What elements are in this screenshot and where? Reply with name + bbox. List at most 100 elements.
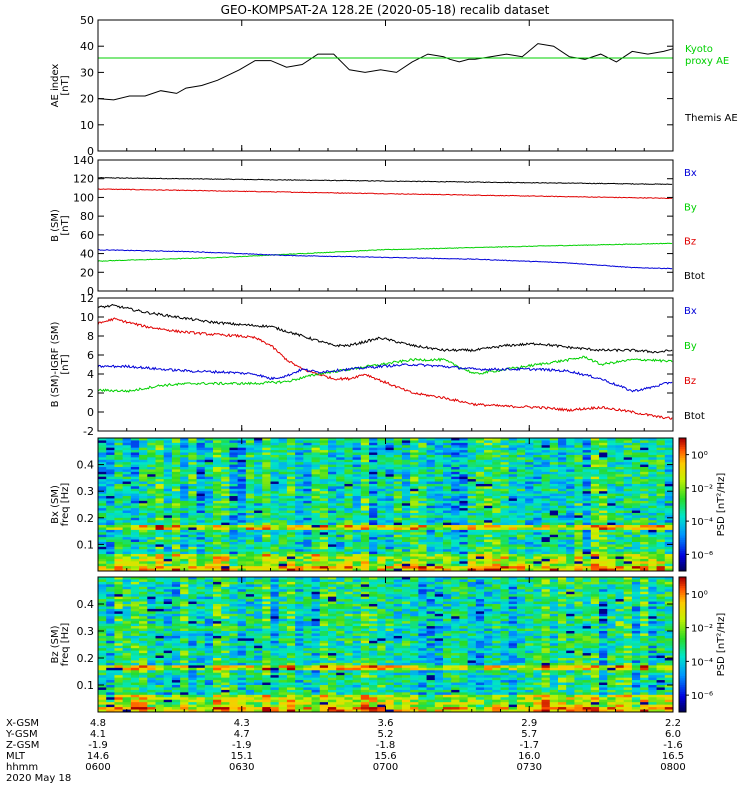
spectrogram-cell [213, 599, 222, 602]
spectrogram-cell [451, 517, 460, 521]
spectrogram-cell [640, 510, 649, 514]
spectrogram-cell [369, 491, 378, 495]
spectrogram-cell [196, 539, 206, 543]
spectrogram-cell [122, 606, 132, 610]
spectrogram-cell [492, 515, 501, 519]
spectrogram-cell [114, 558, 124, 562]
spectrogram-cell [393, 442, 403, 446]
spectrogram-cell [114, 680, 124, 683]
spectrogram-cell [155, 643, 165, 647]
spectrogram-cell [631, 500, 641, 504]
spectrogram-cell [344, 568, 354, 572]
spectrogram-cell [171, 510, 181, 514]
spectrogram-cell [484, 503, 493, 507]
spectrogram-cell [139, 491, 148, 495]
spectrogram-cell [574, 498, 584, 502]
spectrogram-cell [122, 447, 132, 451]
spectrogram-cell [311, 522, 321, 526]
spectrogram-cell [196, 628, 206, 632]
spectrogram-cell [262, 445, 271, 449]
spectrogram-cell [459, 457, 469, 461]
spectrogram-cell [213, 447, 222, 451]
spectrogram-cell [566, 503, 575, 507]
spectrogram-cell [377, 534, 386, 538]
spectrogram-cell [393, 452, 403, 456]
spectrogram-cell [467, 457, 477, 461]
spectrogram-cell [607, 493, 616, 497]
spectrogram-cell [188, 618, 197, 622]
spectrogram-cell [139, 616, 148, 620]
spectrogram-cell [615, 447, 625, 451]
spectrogram-cell [311, 520, 321, 524]
spectrogram-cell [171, 707, 181, 710]
spectrogram-cell [426, 529, 436, 533]
spectrogram-cell [237, 483, 247, 487]
spectrogram-cell [664, 568, 674, 572]
spectrogram-cell [549, 496, 559, 499]
spectrogram-cell [401, 493, 411, 497]
spectrogram-cell [180, 586, 189, 590]
spectrogram-cell [401, 447, 411, 451]
colorbar-segment [679, 462, 686, 466]
spectrogram-cell [377, 493, 386, 497]
spectrogram-cell [500, 525, 510, 528]
spectrogram-cell [418, 525, 427, 528]
spectrogram-cell [492, 467, 501, 470]
spectrogram-cell [155, 556, 165, 560]
spectrogram-cell [213, 662, 222, 666]
spectrogram-cell [500, 467, 510, 470]
spectrogram-cell [459, 445, 469, 449]
spectrogram-cell [393, 479, 403, 482]
spectrogram-cell [385, 556, 395, 560]
spectrogram-cell [664, 438, 674, 441]
spectrogram-cell [213, 704, 222, 708]
spectrogram-cell [147, 697, 156, 701]
spectrogram-cell [163, 566, 173, 569]
spectrogram-cell [130, 608, 140, 612]
spectrogram-cell [254, 464, 263, 468]
spectrogram-cell [311, 496, 321, 499]
spectrogram-cell [196, 566, 206, 569]
spectrogram-cell [360, 527, 370, 531]
spectrogram-cell [139, 702, 148, 706]
spectrogram-cell [114, 677, 124, 681]
spectrogram-cell [245, 522, 255, 526]
spectrogram-cell [467, 500, 477, 504]
spectrogram-cell [410, 442, 419, 446]
spectrogram-cell [484, 488, 493, 492]
spectrogram-cell [549, 440, 559, 444]
spectrogram-cell [369, 445, 378, 449]
spectrogram-cell [221, 503, 230, 507]
spectrogram-cell [599, 558, 608, 562]
spectrogram-cell [213, 584, 222, 588]
spectrogram-cell [303, 534, 312, 538]
spectrogram-cell [525, 488, 534, 492]
spectrogram-cell [130, 579, 140, 583]
spectrogram-cell [401, 515, 411, 519]
spectrogram-cell [106, 544, 115, 548]
spectrogram-cell [508, 515, 518, 519]
spectrogram-cell [171, 534, 181, 538]
spectrogram-cell [163, 558, 173, 562]
spectrogram-cell [204, 626, 214, 629]
legend-entry: Btot [684, 271, 705, 282]
spectrogram-cell [508, 527, 518, 531]
spectrogram-cell [221, 469, 230, 473]
spectrogram-cell [336, 445, 345, 449]
spectrogram-cell [393, 558, 403, 562]
spectrogram-cell [98, 467, 107, 470]
spectrogram-cell [525, 464, 534, 468]
spectrogram-cell [459, 525, 469, 528]
spectrogram-cell [426, 488, 436, 492]
spectrogram-cell [615, 505, 625, 509]
spectrogram-cell [295, 534, 304, 538]
spectrogram-cell [590, 558, 600, 562]
spectrogram-cell [262, 546, 271, 550]
spectrogram-cell [459, 479, 469, 482]
spectrogram-cell [443, 525, 452, 528]
spectrogram-cell [615, 462, 625, 465]
spectrogram-cell [188, 459, 197, 463]
spectrogram-cell [114, 464, 124, 468]
spectrogram-cell [377, 479, 386, 482]
spectrogram-cell [599, 563, 608, 567]
